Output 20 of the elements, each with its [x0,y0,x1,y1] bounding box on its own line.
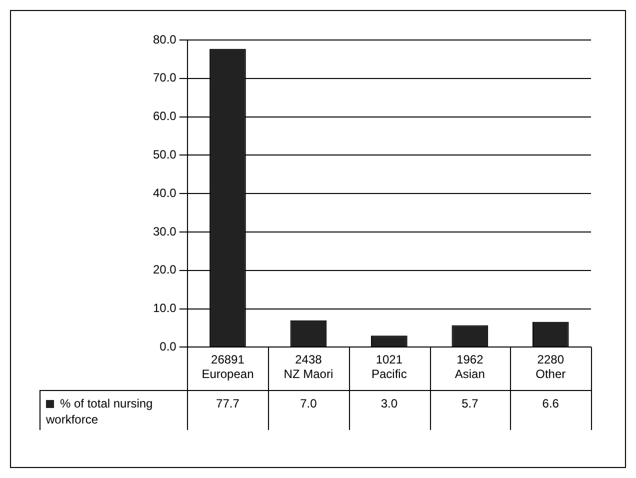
data-label: 5.7 [462,396,479,410]
y-tick-label: 50.0 [152,148,177,162]
x-tick-label: 1962 Asian [454,352,485,382]
y-tick-label: 70.0 [152,70,177,85]
x-tick-label: 2438 NZ Maori [284,352,334,382]
x-tick-label: 26891 European [202,352,254,382]
y-tick-label: 80.0 [152,32,177,46]
y-tick-label: 40.0 [152,186,177,200]
x-tick-label: 2280 Other [536,352,566,382]
legend-label: % of total nursing workforce [45,396,153,426]
y-tick-label: 60.0 [152,109,177,124]
data-label: 3.0 [380,396,398,410]
data-label: 7.0 [300,396,318,410]
x-tick-label: 1021 Pacific [372,352,407,382]
y-tick-label: 20.0 [152,262,177,277]
y-tick-label: 10.0 [152,301,177,316]
data-label: 6.6 [542,396,560,410]
y-tick-label: 30.0 [152,224,177,238]
y-tick-label: 0.0 [160,340,177,354]
data-label: 77.7 [216,396,240,410]
